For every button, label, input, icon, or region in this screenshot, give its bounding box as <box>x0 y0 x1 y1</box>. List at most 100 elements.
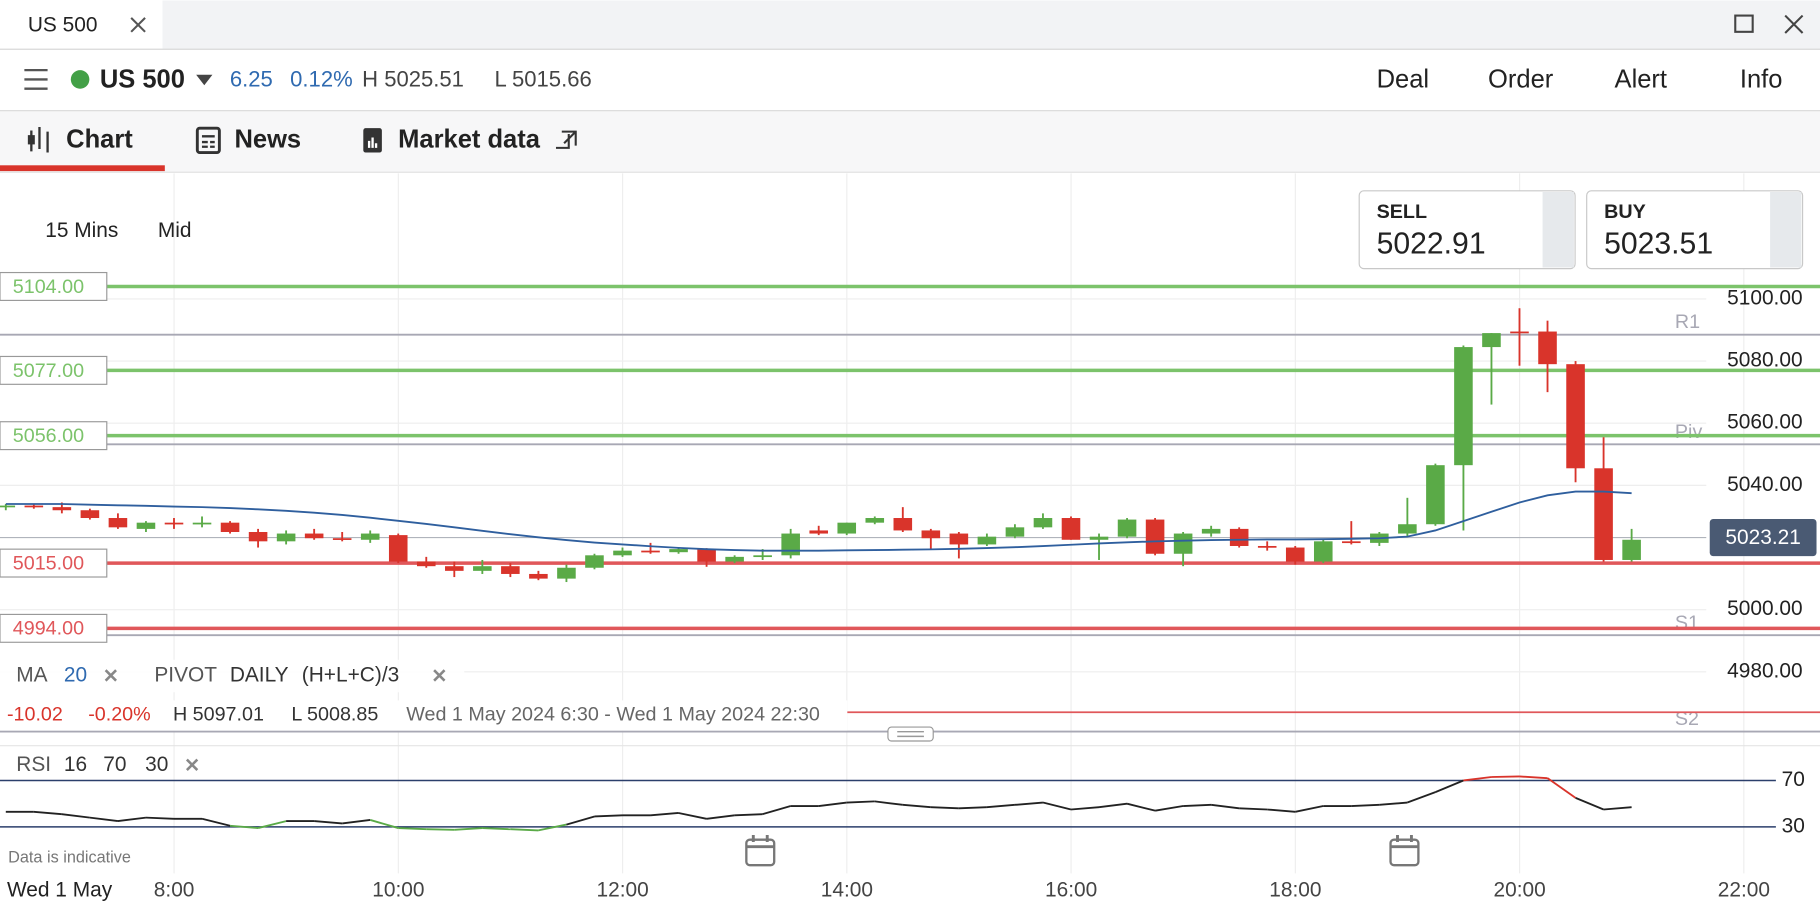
price-level-label: 5056.00 <box>13 425 84 447</box>
toolbar-action[interactable]: Info <box>1740 65 1783 93</box>
candle-body <box>529 573 548 579</box>
x-tick-label: 16:00 <box>1045 878 1097 901</box>
toolbar-action[interactable]: Order <box>1488 65 1554 93</box>
toolbar-action[interactable]: Alert <box>1615 65 1667 93</box>
sell-price: 5022.91 <box>1377 227 1486 260</box>
price-type-selector[interactable]: Mid <box>158 219 192 242</box>
pivot-label: PIVOT <box>154 664 217 687</box>
pivot-line-label: Piv <box>1675 421 1703 443</box>
market-status-dot <box>70 70 90 89</box>
rsi-line-segment <box>1098 802 1128 809</box>
toolbar-action[interactable]: Deal <box>1377 65 1429 93</box>
candle-body <box>669 549 688 553</box>
rsi-line-segment <box>1351 803 1380 807</box>
remove-pivot-icon[interactable] <box>433 669 446 682</box>
x-tick-label: 14:00 <box>821 878 873 901</box>
market-dropdown-icon[interactable] <box>196 74 213 86</box>
remove-ma-icon[interactable] <box>104 669 117 682</box>
rsi-line-segment <box>566 815 595 826</box>
news-tab-icon-lines <box>201 135 215 148</box>
candle-body <box>1622 539 1641 560</box>
footnote: Data is indicative <box>8 849 131 867</box>
close-window-icon[interactable] <box>1784 14 1804 34</box>
rsi-upper: 70 <box>103 753 126 776</box>
rsi-line-segment <box>1183 803 1212 807</box>
rsi-line-segment <box>145 816 175 820</box>
price-level-label: 5015.00 <box>13 552 84 574</box>
stats-change-pct: -0.20% <box>88 704 150 726</box>
candle-body <box>1201 528 1221 534</box>
candle-body <box>108 518 128 528</box>
candle-body <box>1313 541 1333 562</box>
tab-label[interactable]: Chart <box>66 126 133 154</box>
news-tab-icon <box>195 126 221 154</box>
rsi-line-segment <box>398 827 427 831</box>
active-tab-indicator <box>0 165 165 172</box>
event-calendar-icon-top <box>746 835 775 849</box>
moving-average-line <box>5 490 1632 552</box>
rsi-line-segment <box>538 823 567 832</box>
event-calendar-icon[interactable] <box>745 838 776 867</box>
x-tick-label: 12:00 <box>596 878 648 901</box>
rsi-line-segment <box>1267 808 1296 813</box>
y-tick-label: 5000.00 <box>1727 597 1802 620</box>
rsi-line-segment <box>1379 801 1408 806</box>
rsi-line-segment <box>1295 805 1324 813</box>
candle-body <box>1538 331 1557 365</box>
candle-body <box>837 522 857 534</box>
candle-body <box>725 556 744 562</box>
y-tick-label: 5040.00 <box>1727 473 1802 496</box>
date-label: Wed 1 May <box>7 878 113 901</box>
rsi-line-segment <box>1575 797 1604 811</box>
tab-close-icon[interactable] <box>130 17 146 33</box>
event-calendar-icon[interactable] <box>1389 838 1420 867</box>
candle-body <box>388 535 408 562</box>
rsi-line-segment <box>314 820 343 825</box>
last-price-label: 5023.21 <box>1725 526 1800 549</box>
candle-body <box>1117 519 1137 537</box>
candle-body <box>0 505 16 508</box>
market-name[interactable]: US 500 <box>100 65 185 93</box>
external-link-icon[interactable] <box>555 130 577 149</box>
y-tick-label: 5080.00 <box>1727 349 1802 372</box>
rsi-line-segment <box>1603 806 1632 811</box>
candle-body <box>445 566 464 571</box>
candle-body <box>613 550 632 556</box>
y-tick-label: 4980.00 <box>1727 659 1802 682</box>
candle-body <box>1426 465 1445 525</box>
candle-body <box>781 533 800 556</box>
price-level-tag <box>0 613 108 643</box>
candle-body <box>416 561 436 567</box>
toolbar <box>0 50 1820 111</box>
maximize-icon[interactable] <box>1734 14 1754 33</box>
tab-label[interactable]: News <box>234 126 301 154</box>
rsi-line-segment <box>482 827 511 831</box>
candle-body <box>1005 527 1025 537</box>
sell-button[interactable] <box>1358 190 1576 270</box>
candle-body <box>1482 333 1501 348</box>
interval-selector[interactable]: 15 Mins <box>45 219 118 242</box>
tab-label[interactable]: Market data <box>398 126 541 154</box>
candle-body <box>1454 347 1473 466</box>
rsi-line-segment <box>1519 775 1548 780</box>
candle-body <box>1033 518 1053 528</box>
rsi-line-segment <box>61 813 91 819</box>
candle-body <box>1229 528 1249 546</box>
rsi-line-segment <box>762 805 791 816</box>
window-tab-title: US 500 <box>28 14 98 37</box>
buy-button[interactable] <box>1586 190 1804 270</box>
rsi-line-segment <box>1126 802 1156 812</box>
menu-icon[interactable] <box>24 68 48 90</box>
price-level-tag <box>0 421 108 451</box>
price-level-tag <box>0 548 108 578</box>
market-change-pct: 0.12% <box>290 66 353 91</box>
rsi-line-segment <box>650 812 679 817</box>
rsi-line-segment <box>874 800 903 806</box>
buy-price: 5023.51 <box>1604 227 1713 260</box>
x-tick-label: 18:00 <box>1269 878 1321 901</box>
candle-body <box>1257 545 1277 548</box>
rsi-line-segment <box>426 828 455 831</box>
candle-body <box>809 530 828 534</box>
remove-rsi-icon[interactable] <box>185 758 199 771</box>
panel-resize-handle[interactable] <box>887 726 934 742</box>
